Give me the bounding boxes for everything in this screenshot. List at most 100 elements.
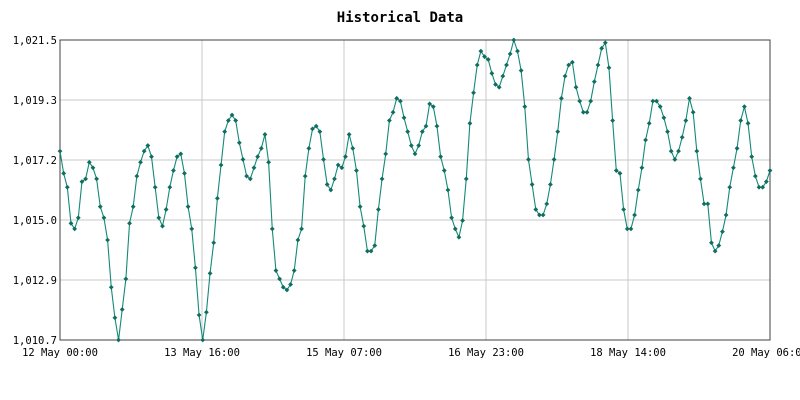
data-point (295, 237, 301, 243)
data-point (763, 179, 769, 185)
data-point (456, 234, 462, 240)
data-point (632, 212, 637, 218)
data-point (760, 184, 766, 190)
data-point (350, 145, 356, 151)
data-point (756, 184, 762, 190)
data-point (668, 148, 674, 154)
data-point (302, 173, 308, 179)
data-point (467, 120, 473, 126)
data-point (119, 307, 125, 312)
data-point (544, 201, 550, 207)
data-point (518, 68, 524, 73)
x-axis-ticks: 12 May 00:00 13 May 16:00 15 May 07:00 16 M… (22, 347, 800, 359)
data-point (101, 215, 107, 221)
data-point (720, 229, 725, 235)
data-point (555, 129, 561, 135)
data-point (745, 120, 751, 126)
data-point (288, 282, 293, 287)
data-point (507, 51, 513, 57)
data-point (332, 176, 337, 182)
data-point (705, 201, 711, 207)
data-point (577, 98, 583, 104)
data-point (749, 154, 755, 160)
data-point (485, 57, 491, 62)
y-tick-label: 1,015.0 (13, 215, 57, 227)
data-point (427, 101, 433, 107)
data-point (606, 65, 612, 71)
data-point (639, 165, 645, 171)
data-point (149, 154, 154, 160)
data-point (679, 134, 685, 140)
data-point (193, 265, 198, 271)
data-point (94, 176, 99, 182)
data-point (752, 173, 758, 179)
data-point (551, 157, 557, 162)
data-point (251, 165, 257, 171)
data-point (83, 176, 89, 182)
data-point (408, 143, 414, 148)
data-point (141, 148, 147, 154)
y-tick-label: 1,010.7 (13, 335, 57, 347)
data-point (218, 162, 224, 168)
data-point (434, 123, 440, 129)
data-point (694, 148, 700, 154)
data-point (211, 240, 217, 246)
data-point (79, 179, 85, 185)
data-point (123, 276, 129, 282)
data-point (313, 123, 319, 129)
x-tick-label: 13 May 16:00 (164, 347, 240, 359)
data-point (182, 170, 187, 176)
data-point (471, 90, 476, 96)
data-point (526, 157, 531, 162)
data-point (599, 45, 605, 51)
data-point (72, 226, 78, 232)
data-point (449, 215, 454, 221)
data-point (500, 73, 506, 79)
data-point (335, 162, 341, 168)
data-point (233, 118, 239, 123)
data-point (595, 62, 601, 68)
x-tick-label: 16 May 23:00 (448, 347, 524, 359)
chart-title: Historical Data (337, 10, 463, 26)
data-point (496, 84, 502, 90)
data-point (511, 37, 517, 43)
data-point (372, 243, 378, 248)
data-point (116, 337, 121, 343)
data-point (767, 168, 773, 173)
data-point (698, 176, 703, 182)
data-point (379, 176, 385, 182)
data-point (171, 168, 176, 173)
data-point (112, 315, 118, 321)
data-point (310, 126, 315, 132)
data-point (529, 182, 535, 187)
data-point (621, 207, 627, 212)
data-point (236, 140, 242, 146)
data-point (61, 170, 67, 176)
x-tick-label: 18 May 14:00 (590, 347, 666, 359)
data-point (306, 145, 312, 151)
data-point (200, 337, 206, 343)
data-point (419, 129, 425, 135)
data-point (657, 104, 663, 110)
data-point (537, 212, 542, 218)
data-point (676, 148, 681, 154)
data-point (266, 159, 272, 165)
x-tick-label: 20 May 06:00 (732, 347, 800, 359)
data-point (650, 98, 656, 104)
series-points (57, 37, 773, 343)
data-point (460, 218, 465, 223)
data-point (493, 82, 498, 87)
y-tick-label: 1,021.5 (13, 35, 57, 47)
data-point (558, 95, 564, 101)
data-point (401, 115, 407, 121)
y-tick-label: 1,019.3 (13, 95, 57, 107)
data-point (255, 154, 261, 160)
data-point (610, 118, 616, 123)
data-point (584, 109, 590, 115)
data-point (167, 184, 173, 190)
data-point (291, 268, 297, 273)
data-point (317, 129, 323, 135)
data-point (445, 187, 451, 193)
data-point (416, 143, 422, 148)
plot-area-frame (59, 39, 771, 341)
